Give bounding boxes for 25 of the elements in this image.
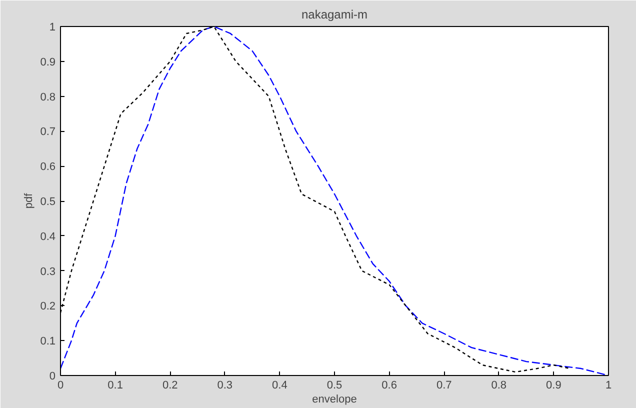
x-tick-label: 0	[57, 380, 64, 392]
x-tick-label: 0.6	[382, 380, 397, 392]
y-tick-label: 1	[49, 22, 56, 34]
x-tick-label: 0.4	[272, 380, 288, 392]
y-tick-label: 0	[49, 370, 56, 382]
x-tick-label: 0.5	[326, 380, 342, 392]
y-tick-label: 0.6	[40, 161, 56, 174]
y-tick-label: 0.7	[40, 126, 56, 138]
y-axis-title: pdf	[23, 192, 36, 209]
y-tick-label: 0.3	[40, 266, 56, 278]
y-tick-label: 0.2	[40, 300, 56, 313]
x-tick-label: 0.9	[546, 380, 562, 392]
x-axis-title: envelope	[312, 394, 357, 406]
y-tick-label: 0.5	[40, 196, 56, 208]
x-tick-label: 0.2	[162, 380, 178, 392]
y-tick-label: 0.4	[40, 230, 56, 243]
y-tick-label: 0.9	[40, 56, 56, 68]
x-tick-label: 1	[605, 380, 612, 392]
y-tick-label: 0.1	[40, 336, 56, 348]
x-tick-label: 0.1	[108, 380, 123, 392]
chart-title: nakagami-m	[301, 8, 368, 22]
x-tick-label: 0.8	[491, 380, 507, 392]
y-tick-label: 0.8	[40, 91, 56, 104]
x-tick-label: 0.3	[217, 380, 233, 392]
x-tick-label: 0.7	[436, 380, 452, 392]
